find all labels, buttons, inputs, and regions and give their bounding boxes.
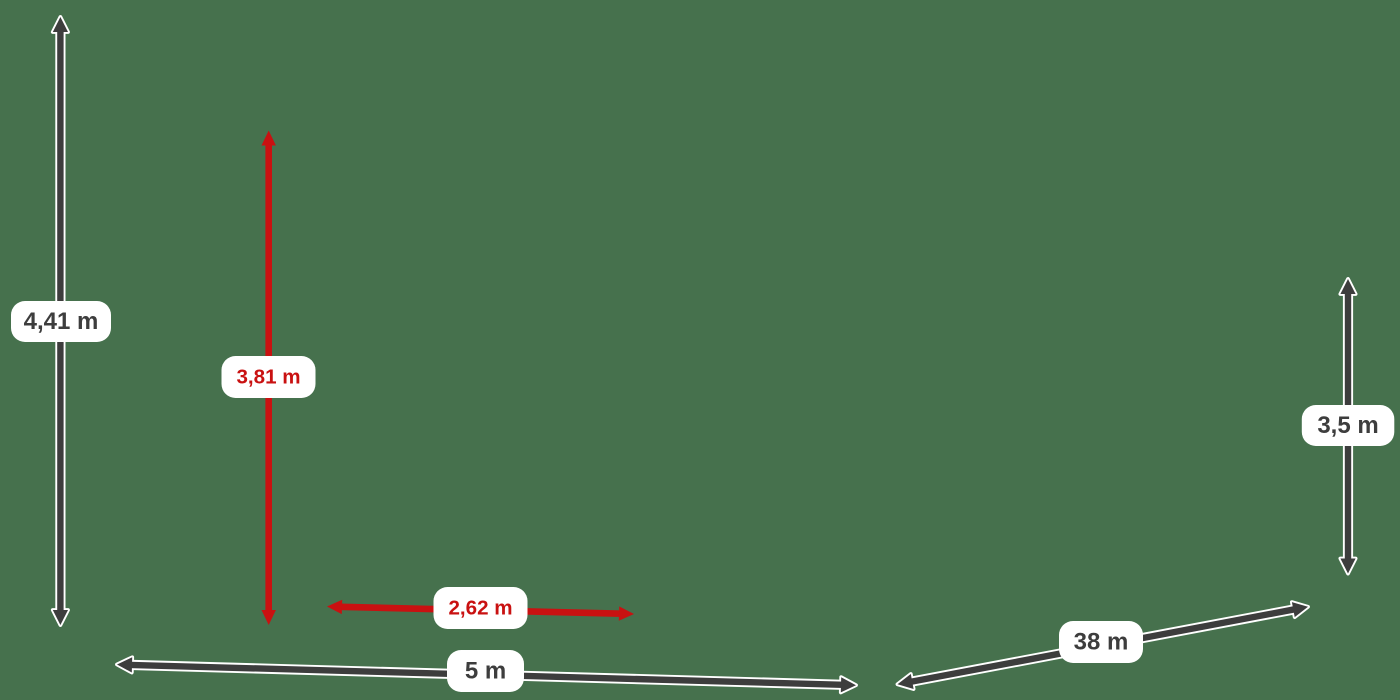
- svg-text:2,62 m: 2,62 m: [448, 597, 512, 620]
- svg-text:5 m: 5 m: [465, 658, 506, 685]
- svg-text:38 m: 38 m: [1074, 629, 1129, 656]
- svg-text:3,81 m: 3,81 m: [236, 366, 300, 389]
- svg-text:3,5 m: 3,5 m: [1317, 412, 1378, 439]
- svg-text:4,41 m: 4,41 m: [24, 308, 99, 335]
